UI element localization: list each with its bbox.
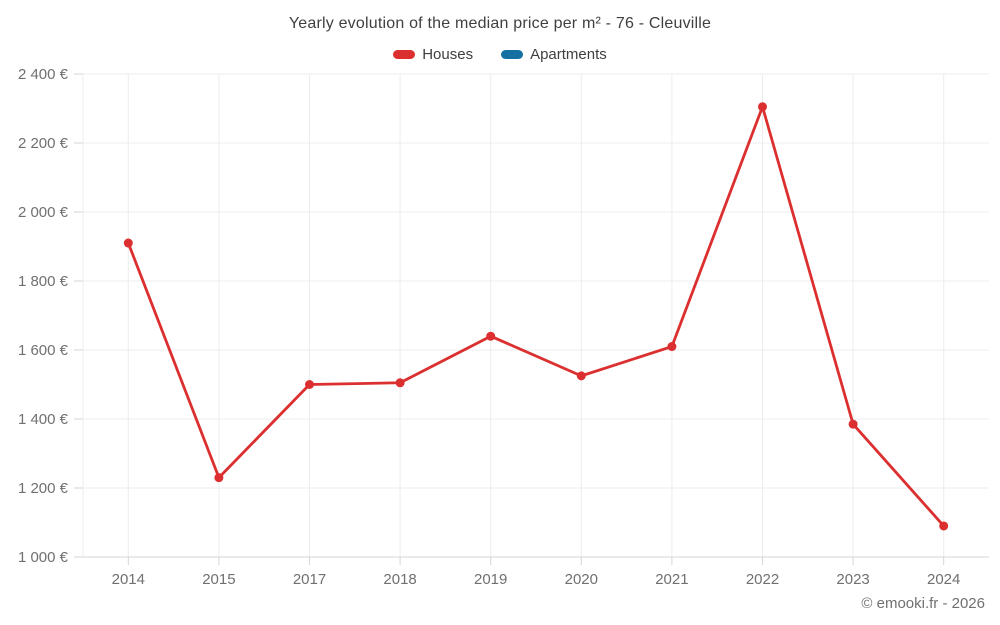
legend-item-apartments[interactable]: Apartments [501, 46, 607, 63]
y-tick-label: 1 600 € [18, 342, 69, 359]
houses-data-point[interactable] [848, 419, 858, 429]
y-tick-label: 1 400 € [18, 411, 69, 428]
x-tick-label: 2023 [836, 571, 869, 588]
x-tick-label: 2018 [383, 571, 416, 588]
houses-data-point[interactable] [667, 342, 677, 352]
x-tick-label: 2021 [655, 571, 688, 588]
x-grid-and-labels: 2014 2015 2017 2018 2019 2020 2021 2022 2023 2024 [112, 74, 960, 588]
y-tick-label: 1 000 € [18, 549, 69, 566]
legend: Houses Apartments [0, 46, 1000, 63]
houses-data-point[interactable] [395, 378, 405, 388]
y-tick-label: 2 200 € [18, 135, 69, 152]
legend-item-houses[interactable]: Houses [393, 46, 473, 63]
houses-data-point[interactable] [939, 521, 949, 531]
houses-line[interactable] [126, 105, 946, 528]
copyright-text: © emooki.fr - 2026 [861, 595, 985, 612]
series-houses [123, 102, 949, 531]
houses-data-point[interactable] [758, 102, 767, 112]
x-tick-label: 2020 [565, 571, 598, 588]
houses-data-point[interactable] [576, 371, 586, 381]
y-tick-label: 1 800 € [18, 273, 69, 290]
x-tick-label: 2024 [927, 571, 960, 588]
y-tick-label: 2 400 € [18, 66, 69, 83]
legend-label: Houses [422, 46, 474, 63]
x-tick-label: 2015 [202, 571, 235, 588]
y-grid-and-labels: 1 000 € 1 200 € 1 400 € 1 600 € 1 800 € 2 000… [18, 66, 989, 566]
legend-swatch-houses [393, 50, 416, 59]
chart-title: Yearly evolution of the median price per… [288, 15, 712, 32]
y-tick-label: 1 200 € [18, 480, 69, 497]
legend-swatch-apartments [501, 50, 524, 59]
houses-data-point[interactable] [123, 238, 133, 248]
legend-label: Apartments [530, 46, 607, 63]
x-tick-label: 2022 [746, 571, 779, 588]
houses-data-point[interactable] [486, 331, 496, 341]
x-tick-label: 2014 [112, 571, 145, 588]
y-tick-label: 2 000 € [18, 204, 69, 221]
x-tick-label: 2017 [293, 571, 326, 588]
x-tick-label: 2019 [474, 571, 507, 588]
houses-data-point[interactable] [305, 380, 314, 389]
houses-data-point[interactable] [214, 473, 224, 483]
